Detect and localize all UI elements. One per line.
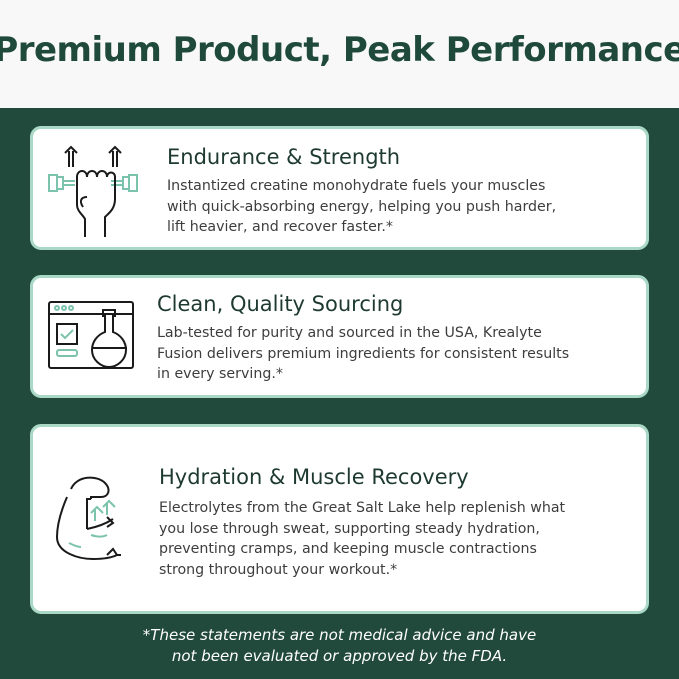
card-body-line: strong throughout your workout.* [159,561,398,578]
card-body-line: you lose through sweat, supporting stead… [159,520,540,537]
flexed-arm-icon [55,476,121,561]
disclaimer-line: *These statements are not medical advice… [142,626,537,644]
card-body-line: preventing cramps, and keeping muscle co… [159,541,537,557]
feature-card-sourcing: Clean, Quality Sourcing Lab-tested for p… [30,275,649,398]
feature-card-endurance: Endurance & Strength Instantized creatin… [30,126,649,250]
page-title: Premium Product, Peak Performance [0,30,679,70]
card-body-line: Fusion delivers premium ingredients for … [157,345,570,362]
card-heading: Endurance & Strength [167,145,401,169]
fist-dumbbell-icon [48,145,138,237]
card-body: Electrolytes from the Great Salt Lake he… [159,498,565,580]
disclaimer: *These statements are not medical advice… [0,625,679,667]
feature-card-hydration: Hydration & Muscle Recovery Electrolytes… [30,424,649,614]
card-body-line: lift heavier, and recover faster.* [167,219,393,235]
disclaimer-line: not been evaluated or approved by the FD… [171,647,508,665]
card-heading: Hydration & Muscle Recovery [159,465,469,489]
card-body-line: Instantized creatine monohydrate fuels y… [167,178,546,194]
card-body-line: Electrolytes from the Great Salt Lake he… [159,500,566,516]
card-body-line: in every serving.* [157,366,283,382]
card-body-line: Lab-tested for purity and sourced in the… [157,325,542,341]
header: Premium Product, Peak Performance [0,0,679,108]
lab-flask-browser-icon [48,301,134,369]
card-body: Instantized creatine monohydrate fuels y… [167,176,556,238]
card-body-line: with quick-absorbing energy, helping you… [167,198,557,215]
card-body: Lab-tested for purity and sourced in the… [157,323,569,385]
card-heading: Clean, Quality Sourcing [157,292,404,316]
